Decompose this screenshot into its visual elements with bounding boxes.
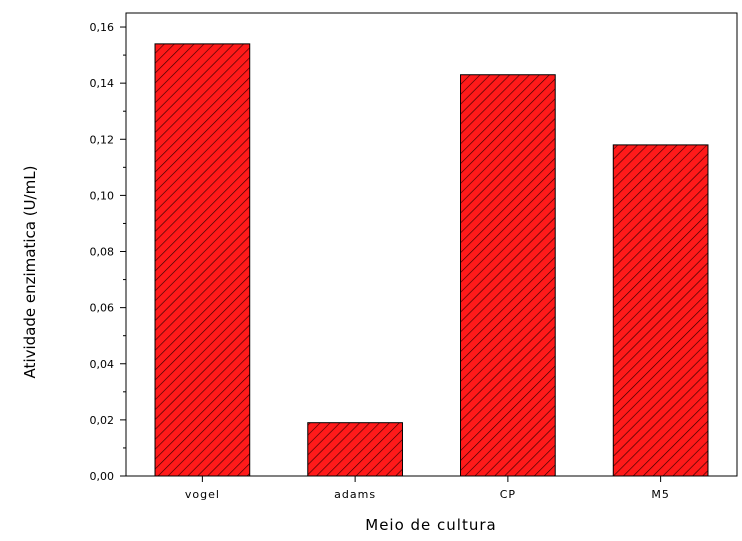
plot-area-frame bbox=[125, 12, 738, 477]
y-tick-label: 0,10 bbox=[90, 189, 115, 202]
y-axis-title: Atividade enzimatica (U/mL) bbox=[21, 166, 39, 379]
y-tick-label: 0,16 bbox=[90, 21, 115, 34]
y-tick-label: 0,02 bbox=[90, 414, 115, 427]
x-axis-title: Meio de cultura bbox=[365, 516, 496, 534]
y-tick-label: 0,06 bbox=[90, 302, 115, 315]
y-tick-label: 0,12 bbox=[90, 133, 115, 146]
x-axis: vogel adams CP M5 bbox=[185, 476, 670, 501]
x-tick-label: CP bbox=[500, 488, 516, 501]
x-tick-label: adams bbox=[334, 488, 376, 501]
bar-adams bbox=[307, 422, 403, 477]
y-tick-label: 0,00 bbox=[90, 470, 115, 483]
bar-cp bbox=[460, 74, 556, 477]
y-tick-label: 0,14 bbox=[90, 77, 115, 90]
y-axis: 0,00 0,02 0,04 0,06 0,08 0,10 0,12 0,14 0,16 bbox=[90, 21, 126, 483]
bars-group bbox=[154, 43, 709, 477]
bar-m5 bbox=[612, 144, 709, 477]
bar-vogel bbox=[154, 43, 251, 477]
y-tick-label: 0,04 bbox=[90, 358, 115, 371]
y-tick-label: 0,08 bbox=[90, 246, 115, 259]
x-tick-label: vogel bbox=[185, 488, 220, 501]
x-tick-label: M5 bbox=[651, 488, 670, 501]
